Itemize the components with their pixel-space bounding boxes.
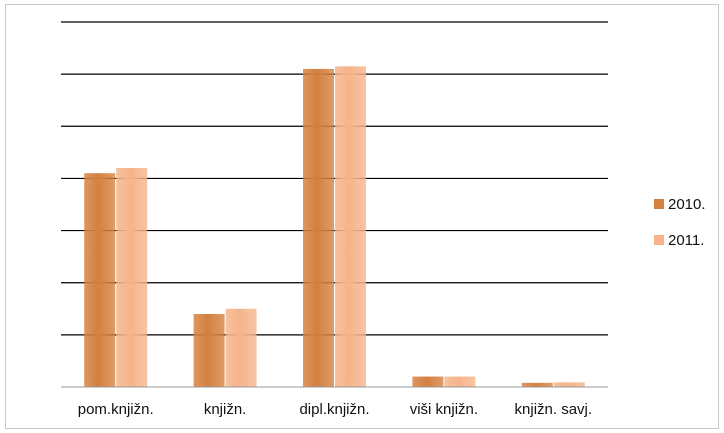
legend-swatch-1 (654, 199, 664, 209)
bar-2010-1 (84, 173, 116, 387)
x-tick-label-5: knjižn. savj. (515, 401, 593, 418)
x-tick-label-4: viši knjižn. (410, 401, 478, 418)
bar-2010-4 (412, 376, 444, 387)
legend-label-1: 2010. (668, 196, 706, 213)
bar-2010-5 (521, 382, 553, 387)
bar-2011-4 (444, 376, 476, 387)
bar-2011-5 (553, 382, 585, 387)
bars (84, 66, 585, 388)
legend-swatch-2 (654, 235, 664, 245)
bar-2011-1 (116, 168, 148, 387)
bar-2010-2 (193, 314, 225, 387)
x-tick-label-2: knjižn. (204, 401, 247, 418)
bar-chart: pom.knjižn. knjižn. dipl.knjižn. viši knjiž… (61, 21, 706, 418)
bar-2011-2 (225, 308, 257, 387)
x-tick-label-3: dipl.knjižn. (299, 401, 369, 418)
legend: 2010. 2011. (654, 196, 706, 249)
bar-2010-3 (303, 68, 334, 387)
legend-label-2: 2011. (668, 232, 704, 249)
chart-frame: pom.knjižn. knjižn. dipl.knjižn. viši knjiž… (5, 4, 719, 429)
x-axis-tick-labels: pom.knjižn. knjižn. dipl.knjižn. viši knjiž… (78, 401, 592, 418)
x-tick-label-1: pom.knjižn. (78, 401, 154, 418)
bar-2011-3 (335, 66, 366, 388)
gridlines (61, 21, 608, 336)
